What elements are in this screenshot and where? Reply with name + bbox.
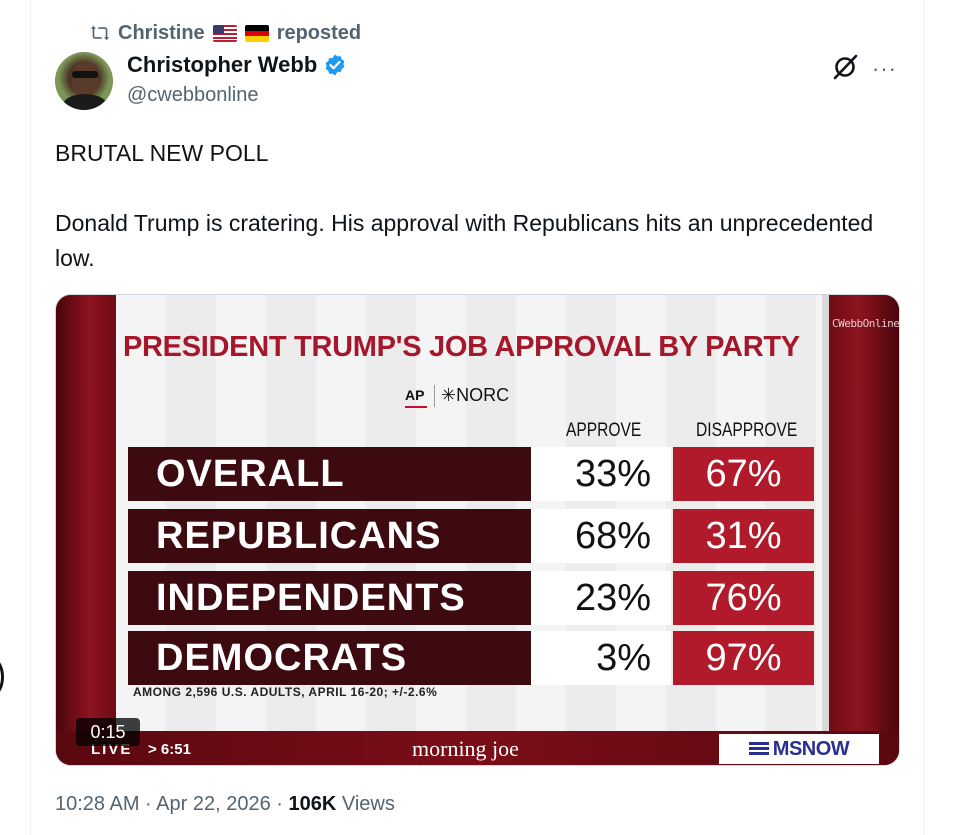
ap-logo: AP — [405, 387, 425, 403]
avatar-shirt — [63, 94, 107, 110]
logo-divider — [434, 385, 435, 407]
show-name: morning joe — [412, 736, 519, 761]
tweet-line-2: Donald Trump is cratering. His approval … — [55, 210, 874, 271]
views-count: 106K — [288, 793, 337, 815]
studio-backdrop-left — [56, 295, 116, 765]
row-label: DEMOCRATS — [128, 631, 531, 685]
watermark: CWebbOnline — [832, 317, 900, 330]
panel-edge — [822, 295, 829, 731]
network-flag-icon — [748, 742, 769, 756]
approve-value: 68% — [531, 509, 671, 563]
table-row: INDEPENDENTS 23% 76% — [128, 571, 814, 625]
more-options-icon[interactable]: ··· — [872, 56, 897, 81]
table-row: DEMOCRATS 3% 97% — [128, 631, 814, 685]
verified-badge-icon[interactable] — [323, 53, 347, 77]
repost-user[interactable]: Christine — [118, 21, 205, 44]
approve-value: 23% — [531, 571, 671, 625]
avatar[interactable] — [55, 52, 113, 110]
timestamp[interactable]: 10:28 AM · Apr 22, 2026 · — [55, 793, 289, 815]
tweet-line-1: BRUTAL NEW POLL — [55, 140, 269, 166]
poll-footnote: AMONG 2,596 U.S. ADULTS, APRIL 16-20; +/… — [133, 685, 438, 699]
paragraph-gap — [55, 171, 875, 206]
video-media[interactable]: CWebbOnline PRESIDENT TRUMP'S JOB APPROV… — [55, 294, 900, 766]
ap-logo-underline — [405, 406, 427, 408]
author-name[interactable]: Christopher Webb — [127, 52, 318, 77]
approve-column-header: APPROVE — [566, 420, 642, 441]
partial-circle-icon — [0, 658, 4, 696]
row-label: REPUBLICANS — [128, 509, 531, 563]
table-row: REPUBLICANS 68% 31% — [128, 509, 814, 563]
approve-value: 33% — [531, 447, 671, 501]
tweet-meta: 10:28 AM · Apr 22, 2026 · 106K Views — [55, 793, 395, 816]
disapprove-value: 67% — [673, 447, 814, 501]
chart-title: PRESIDENT TRUMP'S JOB APPROVAL BY PARTY — [123, 331, 800, 363]
us-flag-icon — [212, 24, 237, 42]
network-name: MSNOW — [772, 738, 850, 760]
timeline-right-border — [924, 0, 925, 835]
row-label: OVERALL — [128, 447, 531, 501]
avatar-sunglasses — [72, 71, 98, 78]
repost-label: reposted — [276, 21, 362, 44]
approve-value: 3% — [531, 631, 671, 685]
avatar-face — [72, 62, 98, 96]
norc-logo: ✳NORC — [441, 385, 510, 405]
germany-flag-icon — [244, 24, 269, 42]
repost-context[interactable]: Christine reposted — [90, 20, 361, 46]
table-row: OVERALL 33% 67% — [128, 447, 814, 501]
disapprove-value: 31% — [673, 509, 814, 563]
disapprove-value: 76% — [673, 571, 814, 625]
author-handle[interactable]: @cwebbonline — [127, 84, 259, 106]
repost-icon — [91, 25, 109, 41]
timeline-left-border — [30, 0, 31, 835]
broadcast-time: > 6:51 — [148, 741, 191, 758]
author-name-row[interactable]: Christopher Webb — [127, 52, 347, 78]
row-label: INDEPENDENTS — [128, 571, 531, 625]
disapprove-value: 97% — [673, 631, 814, 685]
network-logo: MSNOW — [719, 734, 879, 764]
disapprove-column-header: DISAPPROVE — [696, 420, 798, 441]
grok-icon[interactable] — [830, 52, 860, 82]
tweet-text: BRUTAL NEW POLL Donald Trump is craterin… — [55, 136, 875, 276]
video-timer: 0:15 — [76, 718, 140, 746]
views-label: Views — [336, 793, 395, 815]
studio-backdrop-right — [827, 295, 899, 765]
